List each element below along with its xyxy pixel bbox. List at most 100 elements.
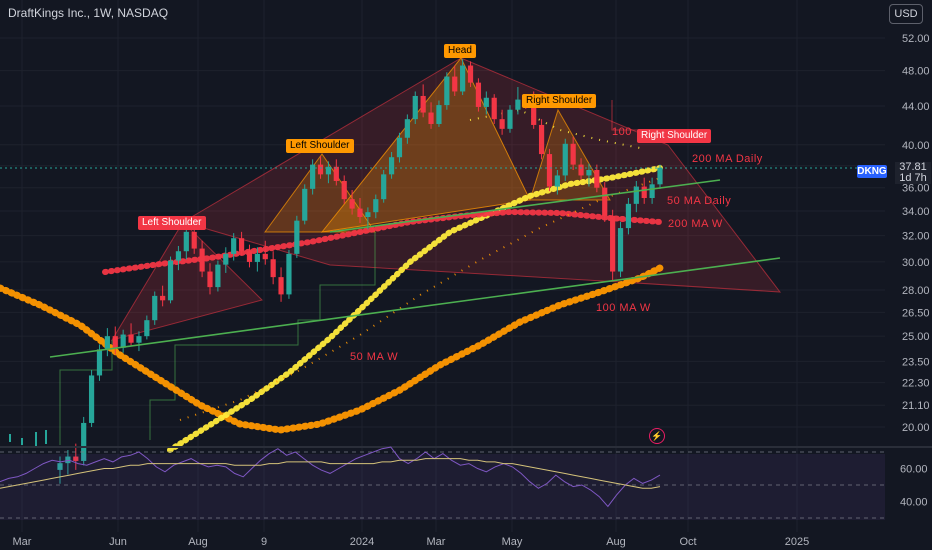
candle — [73, 456, 79, 461]
rsi-band — [0, 454, 885, 520]
pattern-step-2 — [149, 232, 376, 440]
candle — [144, 320, 150, 337]
x-tick-label: 2024 — [350, 536, 374, 548]
pattern-step-1 — [59, 340, 113, 445]
neckline-upper — [329, 179, 721, 233]
y-tick-label: 20.00 — [902, 422, 930, 434]
y-tick-label: 25.00 — [902, 331, 930, 343]
candle — [538, 124, 545, 155]
candle — [578, 164, 584, 176]
candle — [325, 166, 332, 175]
candle — [633, 186, 639, 204]
candle — [444, 76, 450, 106]
candle — [238, 238, 245, 252]
candle — [262, 253, 268, 260]
y-tick-label: 34.00 — [902, 206, 930, 218]
candle — [199, 248, 205, 272]
x-tick-label: Jun — [109, 536, 127, 548]
candle — [310, 164, 316, 189]
candle — [388, 157, 395, 175]
y-tick-label: 28.00 — [902, 285, 930, 297]
candle — [625, 203, 632, 229]
candle — [436, 105, 442, 124]
trendlines — [0, 167, 885, 358]
candle — [223, 253, 229, 265]
candle — [467, 65, 474, 83]
candle — [104, 336, 110, 350]
candle — [112, 336, 118, 348]
candle — [373, 199, 379, 213]
candle — [128, 334, 134, 343]
candle — [333, 166, 339, 181]
lightning-icon[interactable]: ⚡ — [649, 428, 665, 444]
x-tick-label: 2025 — [785, 536, 809, 548]
candle — [657, 167, 663, 185]
last-price-tag: 37.81 1d 7h — [895, 162, 931, 184]
label-ma50-weekly: 50 MA W — [350, 351, 399, 363]
y-tick-label: 21.10 — [902, 400, 930, 412]
y-tick-label: 26.50 — [902, 307, 930, 319]
rsi-line — [0, 446, 661, 508]
candle — [602, 187, 608, 216]
candle — [586, 170, 592, 176]
candle — [554, 175, 560, 187]
x-tick-label: Aug — [606, 536, 626, 548]
x-axis: Mar Jun Aug 9 2024 Mar May Aug Oct 2025 — [13, 536, 810, 548]
y-tick-label: 40.00 — [902, 140, 930, 152]
candle — [357, 208, 363, 218]
candle — [57, 463, 63, 470]
candle — [81, 422, 87, 461]
candle — [246, 251, 253, 262]
candle — [491, 97, 497, 120]
label-ma100-weekly: 100 MA W — [596, 302, 651, 314]
candle — [167, 260, 174, 301]
y-tick-label: 23.50 — [902, 356, 930, 368]
y-tick-label: 48.00 — [902, 66, 930, 78]
candle — [594, 170, 600, 188]
candle — [515, 99, 521, 110]
x-tick-label: Mar — [13, 536, 32, 548]
candle — [191, 231, 197, 249]
annotation-left-shoulder-1: Left Shoulder — [138, 216, 206, 230]
x-tick-label: Mar — [427, 536, 446, 548]
candle — [160, 295, 166, 301]
candle — [562, 143, 568, 176]
candles-group — [9, 58, 663, 484]
candle — [460, 65, 466, 92]
candle — [183, 231, 189, 252]
candle — [286, 253, 292, 295]
candle — [365, 212, 371, 218]
candle — [294, 220, 300, 254]
y-axis: 52.0048.0044.0040.0038.0036.0034.0032.00… — [902, 33, 930, 434]
annotation-right-shoulder-1: Right Shoulder — [522, 94, 597, 108]
candle — [302, 188, 308, 221]
rsi-tick-label: 60.00 — [900, 464, 928, 476]
label-ma50-daily: 50 MA Daily — [667, 195, 732, 207]
bar-countdown: 1d 7h — [899, 172, 927, 184]
candle — [254, 253, 260, 262]
candle — [412, 95, 418, 120]
y-tick-label: 36.00 — [902, 183, 930, 195]
annotation-left-shoulder-2: Left Shoulder — [286, 139, 354, 153]
y-tick-label: 44.00 — [902, 101, 930, 113]
candle — [641, 186, 647, 199]
candle — [649, 184, 655, 199]
candle — [136, 336, 142, 343]
candle — [396, 137, 403, 158]
x-tick-label: 9 — [261, 536, 267, 548]
candle — [349, 199, 355, 209]
candle — [570, 143, 576, 165]
currency-button[interactable]: USD — [889, 4, 923, 24]
pattern-left-shoulder-1 — [110, 221, 263, 341]
candle — [428, 112, 434, 124]
candle — [475, 82, 482, 107]
candle — [270, 259, 276, 278]
label-hundred: 100 — [612, 126, 632, 138]
candle — [483, 97, 489, 107]
candle — [65, 456, 71, 464]
annotation-head: Head — [444, 44, 476, 58]
last-price: 37.81 — [899, 161, 927, 173]
candle — [152, 295, 158, 321]
